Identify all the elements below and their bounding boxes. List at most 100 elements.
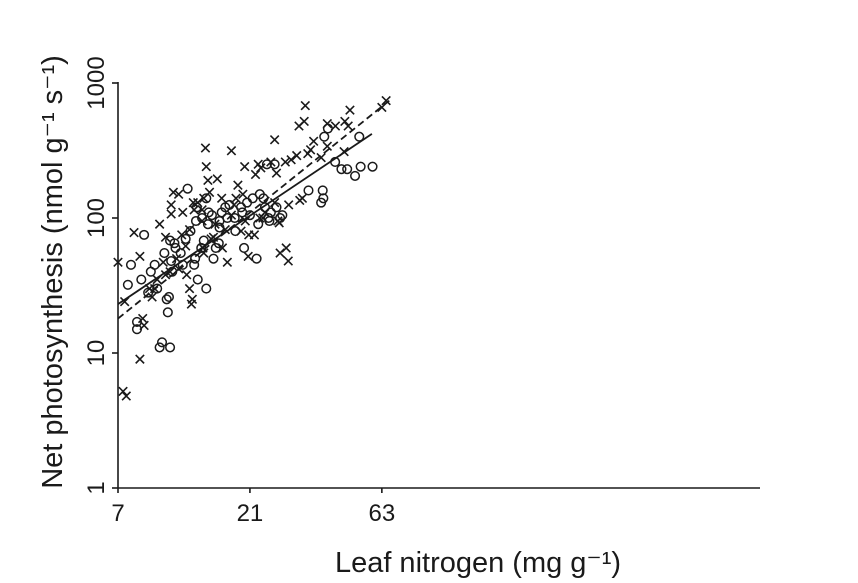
data-point-cross bbox=[212, 174, 223, 184]
data-point-cross bbox=[316, 152, 326, 163]
data-point-cross bbox=[269, 134, 280, 145]
data-point-circle bbox=[162, 307, 173, 318]
data-point-circle bbox=[185, 226, 196, 237]
data-point-circle bbox=[177, 259, 188, 270]
data-point-cross bbox=[210, 219, 220, 229]
fit-line-dashed bbox=[117, 99, 390, 320]
data-point-cross bbox=[135, 354, 145, 364]
data-point-circle bbox=[253, 219, 264, 230]
data-point-cross bbox=[216, 193, 227, 204]
data-point-circle bbox=[213, 238, 224, 249]
tick-labels: 1 10 100 1000 7 21 63 bbox=[83, 56, 395, 527]
data-point-circle bbox=[319, 131, 330, 142]
data-point-circle bbox=[182, 183, 193, 194]
data-point-cross bbox=[233, 180, 243, 190]
data-point-circle bbox=[261, 159, 273, 170]
x-tick-label: 7 bbox=[111, 500, 124, 527]
data-point-circle bbox=[152, 283, 163, 294]
data-point-cross bbox=[238, 189, 248, 199]
data-point-cross bbox=[113, 257, 123, 268]
data-point-cross bbox=[152, 274, 162, 285]
data-point-cross bbox=[181, 269, 192, 280]
data-point-cross bbox=[283, 200, 294, 210]
data-point-cross bbox=[166, 209, 176, 219]
y-tick-label: 1000 bbox=[83, 56, 110, 109]
y-tick-label: 10 bbox=[83, 340, 110, 367]
data-point-circle bbox=[322, 123, 333, 134]
data-point-circle bbox=[318, 193, 329, 204]
data-point-cross bbox=[187, 294, 198, 305]
data-point-cross bbox=[154, 219, 165, 229]
data-point-cross bbox=[256, 163, 266, 173]
data-point-circle bbox=[201, 193, 212, 204]
data-point-cross bbox=[339, 146, 349, 157]
data-point-circle bbox=[131, 324, 143, 335]
data-point-circle bbox=[165, 342, 176, 353]
x-tick-label: 63 bbox=[368, 500, 395, 527]
data-point-cross bbox=[343, 121, 353, 131]
data-point-circle bbox=[330, 156, 341, 168]
data-point-circle bbox=[122, 279, 133, 290]
data-point-circle bbox=[269, 159, 280, 170]
data-point-circle bbox=[191, 202, 202, 213]
data-point-cross bbox=[201, 161, 212, 172]
data-point-cross bbox=[299, 116, 309, 127]
data-point-circle bbox=[367, 161, 378, 172]
data-point-cross bbox=[226, 145, 237, 156]
data-point-circle bbox=[222, 212, 233, 224]
data-point-circle bbox=[131, 316, 143, 327]
data-point-cross bbox=[283, 256, 294, 266]
data-point-cross bbox=[203, 175, 213, 186]
data-point-circle bbox=[336, 164, 347, 175]
data-point-cross bbox=[222, 257, 233, 268]
data-point-cross bbox=[345, 105, 355, 115]
data-point-circle bbox=[163, 291, 175, 303]
data-point-cross bbox=[147, 292, 157, 302]
data-point-circle bbox=[224, 199, 235, 210]
data-point-circle bbox=[167, 266, 178, 277]
data-point-circle bbox=[125, 259, 137, 270]
data-point-circle bbox=[214, 222, 225, 233]
axis-ticks bbox=[112, 82, 383, 493]
data-point-circle bbox=[170, 242, 181, 253]
data-point-cross bbox=[300, 100, 311, 111]
data-point-circle bbox=[192, 274, 203, 285]
data-point-circle bbox=[149, 259, 160, 270]
data-point-cross bbox=[243, 251, 253, 262]
data-point-cross bbox=[291, 150, 302, 161]
plot-area bbox=[112, 82, 760, 493]
data-point-circle bbox=[190, 253, 201, 264]
data-point-circle bbox=[241, 197, 253, 208]
data-point-cross bbox=[340, 116, 350, 127]
data-point-circle bbox=[139, 229, 150, 240]
data-point-cross bbox=[381, 95, 391, 106]
y-tick-label: 100 bbox=[83, 198, 110, 238]
data-point-circle bbox=[201, 283, 212, 294]
data-point-circle bbox=[159, 248, 170, 259]
x-axis-title: Leaf nitrogen (mg g⁻¹) bbox=[335, 547, 621, 579]
data-point-cross bbox=[281, 243, 291, 253]
data-point-cross bbox=[280, 157, 291, 167]
data-point-cross bbox=[322, 141, 333, 152]
data-point-circle bbox=[265, 207, 276, 218]
data-point-cross bbox=[249, 230, 260, 240]
data-point-cross bbox=[305, 145, 316, 155]
data-point-cross bbox=[177, 207, 188, 218]
data-point-cross bbox=[204, 187, 215, 198]
data-point-cross bbox=[240, 216, 251, 226]
data-point-circle bbox=[229, 212, 240, 224]
data-point-cross bbox=[158, 257, 168, 268]
data-point-cross bbox=[129, 227, 139, 238]
data-point-circle bbox=[175, 248, 186, 259]
data-point-cross bbox=[231, 193, 241, 204]
data-point-cross bbox=[176, 230, 187, 240]
data-point-circle bbox=[239, 242, 250, 253]
data-point-cross bbox=[119, 296, 130, 307]
fit-lines bbox=[117, 99, 390, 320]
data-point-circle bbox=[259, 202, 271, 213]
data-point-circle bbox=[197, 212, 208, 224]
data-point-circle bbox=[154, 342, 165, 353]
data-point-cross bbox=[308, 136, 319, 147]
data-point-cross bbox=[377, 102, 387, 113]
